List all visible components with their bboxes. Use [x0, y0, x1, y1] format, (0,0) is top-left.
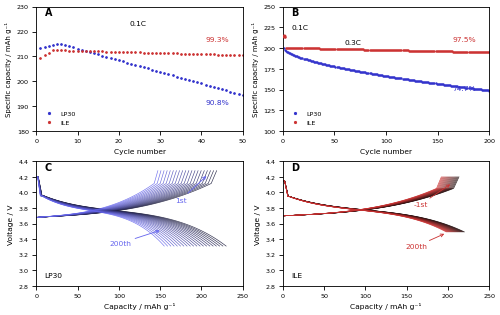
Text: A: A	[44, 8, 52, 18]
Text: 0.3C: 0.3C	[344, 40, 362, 46]
Legend: LP30, ILE: LP30, ILE	[286, 109, 324, 129]
Text: 200th: 200th	[404, 234, 443, 250]
Text: B: B	[291, 8, 298, 18]
X-axis label: Cycle number: Cycle number	[360, 148, 412, 154]
Y-axis label: Specific capacity / mAh g⁻¹: Specific capacity / mAh g⁻¹	[252, 22, 258, 117]
Text: 90.8%: 90.8%	[206, 99, 229, 105]
Text: LP30: LP30	[44, 272, 62, 278]
Text: 99.3%: 99.3%	[206, 37, 229, 43]
X-axis label: Capacity / mAh g⁻¹: Capacity / mAh g⁻¹	[350, 303, 422, 310]
Y-axis label: Specific capacity / mAh g⁻¹: Specific capacity / mAh g⁻¹	[6, 22, 12, 117]
X-axis label: Capacity / mAh g⁻¹: Capacity / mAh g⁻¹	[104, 303, 175, 310]
Text: 0.1C: 0.1C	[129, 21, 146, 27]
Text: -1st: -1st	[413, 185, 449, 208]
Text: 1st: 1st	[175, 177, 206, 203]
Text: 74.7%: 74.7%	[452, 86, 475, 92]
X-axis label: Cycle number: Cycle number	[114, 148, 166, 154]
Text: D: D	[291, 162, 299, 172]
Text: 0.1C: 0.1C	[291, 25, 308, 31]
Text: 97.5%: 97.5%	[452, 37, 475, 43]
Text: 200th: 200th	[109, 231, 158, 247]
Point	[280, 34, 287, 39]
Text: ILE: ILE	[291, 272, 302, 278]
Y-axis label: Voltage / V: Voltage / V	[8, 203, 14, 244]
Legend: LP30, ILE: LP30, ILE	[40, 109, 78, 129]
Text: C: C	[44, 162, 52, 172]
Y-axis label: Voltage / V: Voltage / V	[254, 203, 260, 244]
